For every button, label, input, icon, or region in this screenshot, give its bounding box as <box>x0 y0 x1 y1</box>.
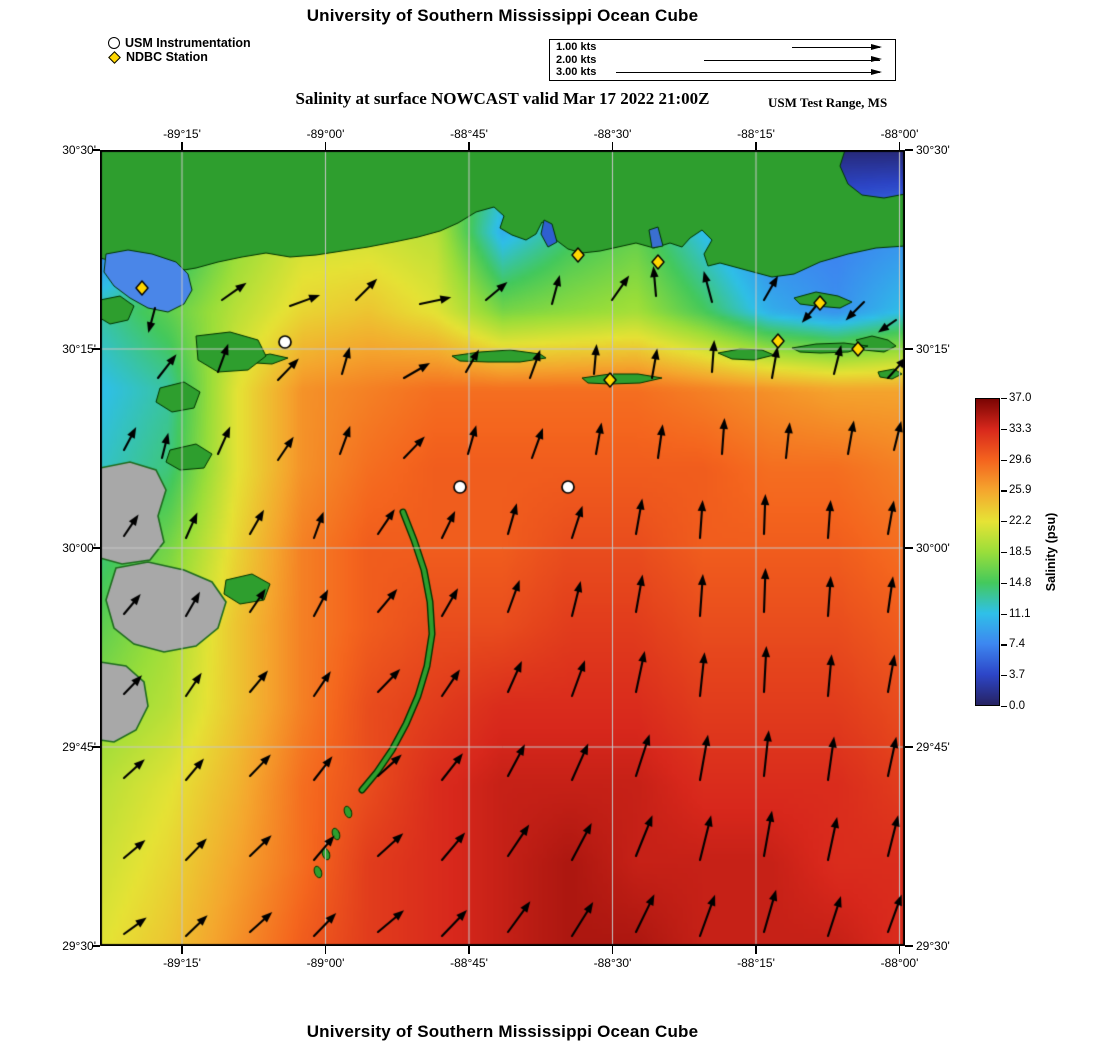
axis-tick-bottom <box>898 946 901 954</box>
axis-tick-top <box>324 142 327 150</box>
axis-tick-top <box>181 142 183 150</box>
axis-tick-bottom <box>324 946 327 954</box>
y-axis-label-left: 30°30' <box>62 143 96 157</box>
salinity-map-canvas <box>100 150 905 946</box>
vector-scale-value-label: 3.00 kts <box>556 66 597 78</box>
x-axis-label-top: -88°00' <box>880 127 919 141</box>
vector-scale-box: 1.00 kts 2.00 kts 3.00 kts <box>549 39 896 81</box>
axis-tick-top <box>898 142 901 150</box>
y-axis-label-left: 29°45' <box>62 740 96 754</box>
axis-tick-right <box>905 746 913 748</box>
axis-tick-bottom <box>755 946 757 954</box>
x-axis-label-top: -89°00' <box>306 127 345 141</box>
axis-tick-left <box>92 348 100 350</box>
vector-scale-arrow-icon <box>792 43 882 50</box>
x-axis-label-bottom: -89°00' <box>306 956 345 970</box>
colorbar: 37.0 33.3 29.6 25.9 22.2 18.5 14.8 11.1 7.4 3.7 0.… <box>975 392 1095 712</box>
colorbar-tick-label: 33.3 <box>1000 422 1032 435</box>
colorbar-tick-label: 11.1 <box>1001 607 1031 620</box>
map-subtitle: Salinity at surface NOWCAST valid Mar 17… <box>295 89 710 108</box>
axis-tick-left <box>92 945 100 947</box>
ndbc-station-icon <box>108 50 121 64</box>
x-axis-label-bottom: -88°15' <box>737 956 775 970</box>
colorbar-tick-label: 0.0 <box>1001 700 1025 712</box>
colorbar-tick-label: 37.0 <box>1000 392 1032 404</box>
colorbar-axis-label: Salinity (psu) <box>1044 512 1058 592</box>
vector-scale-arrow-icon <box>704 56 882 63</box>
colorbar-tick-label: 18.5 <box>1000 546 1032 558</box>
axis-tick-bottom <box>181 946 183 954</box>
legend-label-usm: USM Instrumentation <box>125 36 251 50</box>
page-title-top: University of Southern Mississippi Ocean… <box>306 6 699 25</box>
x-axis-label-bottom: -89°15' <box>163 956 201 970</box>
axis-tick-right <box>905 149 913 151</box>
axis-tick-right <box>905 945 913 947</box>
colorbar-tick-label: 3.7 <box>1001 669 1025 682</box>
axis-tick-left <box>92 547 100 549</box>
vector-scale-arrow-icon <box>616 68 882 75</box>
vector-scale-row: 3.00 kts <box>556 67 889 78</box>
axis-tick-bottom <box>468 946 470 954</box>
x-axis-label-top: -88°15' <box>737 127 775 141</box>
legend-item-ndbc-station: NDBC Station <box>108 50 251 64</box>
axis-tick-left <box>92 746 100 748</box>
map-legend: USM Instrumentation NDBC Station <box>108 36 251 64</box>
y-axis-label-right: 30°30' <box>916 143 950 157</box>
x-axis-label-top: -89°15' <box>163 127 201 141</box>
x-axis-label-bottom: -88°30' <box>593 956 632 970</box>
vector-scale-row: 1.00 kts <box>556 42 889 53</box>
y-axis-label-right: 29°30' <box>916 939 950 953</box>
x-axis-label-top: -88°45' <box>450 127 488 141</box>
axis-tick-top <box>468 142 470 150</box>
legend-label-ndbc: NDBC Station <box>126 50 208 64</box>
y-axis-label-left: 29°30' <box>62 939 96 953</box>
vector-scale-row: 2.00 kts <box>556 53 889 66</box>
vector-scale-value-label: 2.00 kts <box>556 53 597 66</box>
y-axis-label-right: 29°45' <box>916 740 950 754</box>
axis-tick-bottom <box>611 946 614 954</box>
colorbar-tick-label: 7.4 <box>1001 638 1025 651</box>
vector-scale-value-label: 1.00 kts <box>556 41 597 53</box>
x-axis-label-bottom: -88°45' <box>450 956 488 970</box>
colorbar-tick-label: 22.2 <box>1000 515 1032 528</box>
y-axis-label-right: 30°00' <box>916 541 950 555</box>
colorbar-tick-label: 25.9 <box>1000 484 1032 497</box>
usm-instrumentation-icon <box>108 37 120 49</box>
axis-tick-top <box>755 142 757 150</box>
y-axis-label-left: 30°15' <box>62 342 96 356</box>
axis-tick-top <box>611 142 614 150</box>
y-axis-label-right: 30°15' <box>916 342 950 356</box>
region-label: USM Test Range, MS <box>768 95 888 110</box>
map-area <box>100 150 905 946</box>
y-axis-label-left: 30°00' <box>62 541 96 555</box>
x-axis-label-top: -88°30' <box>593 127 632 141</box>
colorbar-tick-label: 14.8 <box>1000 576 1032 589</box>
legend-item-usm-instrumentation: USM Instrumentation <box>108 36 251 50</box>
page-title-bottom: University of Southern Mississippi Ocean… <box>306 1022 699 1041</box>
axis-tick-right <box>905 348 913 350</box>
x-axis-label-bottom: -88°00' <box>880 956 919 970</box>
colorbar-gradient <box>975 398 1000 706</box>
axis-tick-left <box>92 149 100 151</box>
axis-tick-right <box>905 547 913 549</box>
colorbar-tick-label: 29.6 <box>1000 453 1032 466</box>
